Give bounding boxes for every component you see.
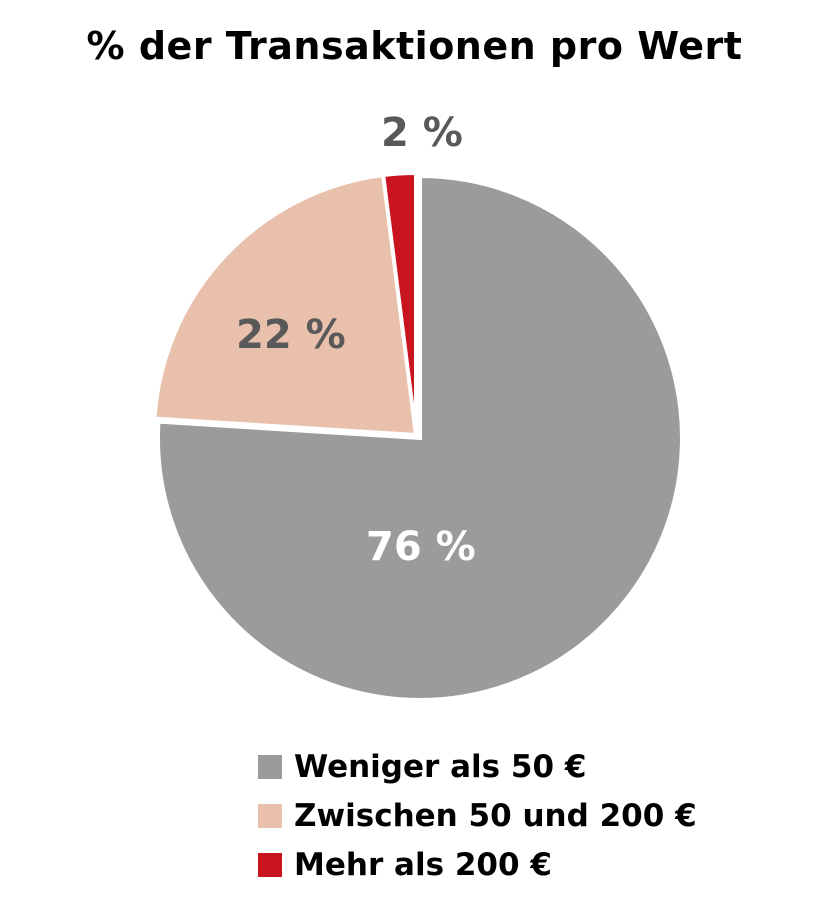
slice-more-than-200: [380, 170, 418, 436]
chart-title: % der Transaktionen pro Wert: [86, 24, 743, 68]
data-label-more-than-200: 2 %: [381, 110, 463, 156]
legend-item-more-than-200: Mehr als 200 €: [258, 842, 697, 888]
legend-swatch-grey: [258, 755, 282, 779]
legend-swatch-red: [258, 853, 282, 877]
legend-item-50-to-200: Zwischen 50 und 200 €: [258, 793, 697, 839]
legend-label: Mehr als 200 €: [294, 847, 552, 883]
legend: Weniger als 50 € Zwischen 50 und 200 € M…: [258, 744, 697, 891]
data-label-less-than-50: 76 %: [366, 524, 476, 570]
legend-label: Zwischen 50 und 200 €: [294, 798, 697, 834]
legend-swatch-peach: [258, 804, 282, 828]
legend-item-less-than-50: Weniger als 50 €: [258, 744, 697, 790]
slice-less-than-50: [156, 173, 684, 702]
data-label-50-to-200: 22 %: [236, 312, 346, 358]
legend-label: Weniger als 50 €: [294, 749, 587, 785]
slice-50-to-200: [152, 172, 419, 438]
